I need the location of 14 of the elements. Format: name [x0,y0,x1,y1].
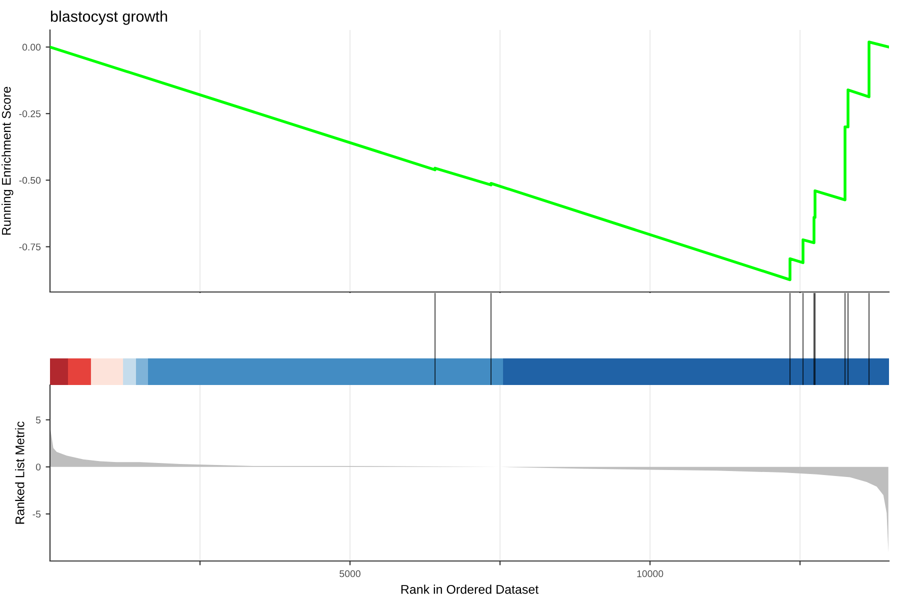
y-tick-label: -0.25 [19,110,41,118]
y-tick-label: 0.00 [22,44,41,51]
x-tick-label: 10000 [637,570,664,578]
y-tick-label: -0.50 [19,176,41,184]
x-axis-title: Rank in Ordered Dataset [401,584,539,594]
y-tick-label: 5 [36,416,41,424]
y-tick-label: -0.75 [19,243,41,250]
y-tick-label: -5 [32,510,41,518]
y-tick-label: 0 [36,464,41,470]
line-series [50,40,889,282]
y-axis-title: Running Enrichment Score [2,86,14,235]
x-tick-label: 5000 [340,570,360,578]
y-axis-title: Ranked List Metric [15,422,24,524]
chart-title: blastocyst growth [50,10,168,25]
